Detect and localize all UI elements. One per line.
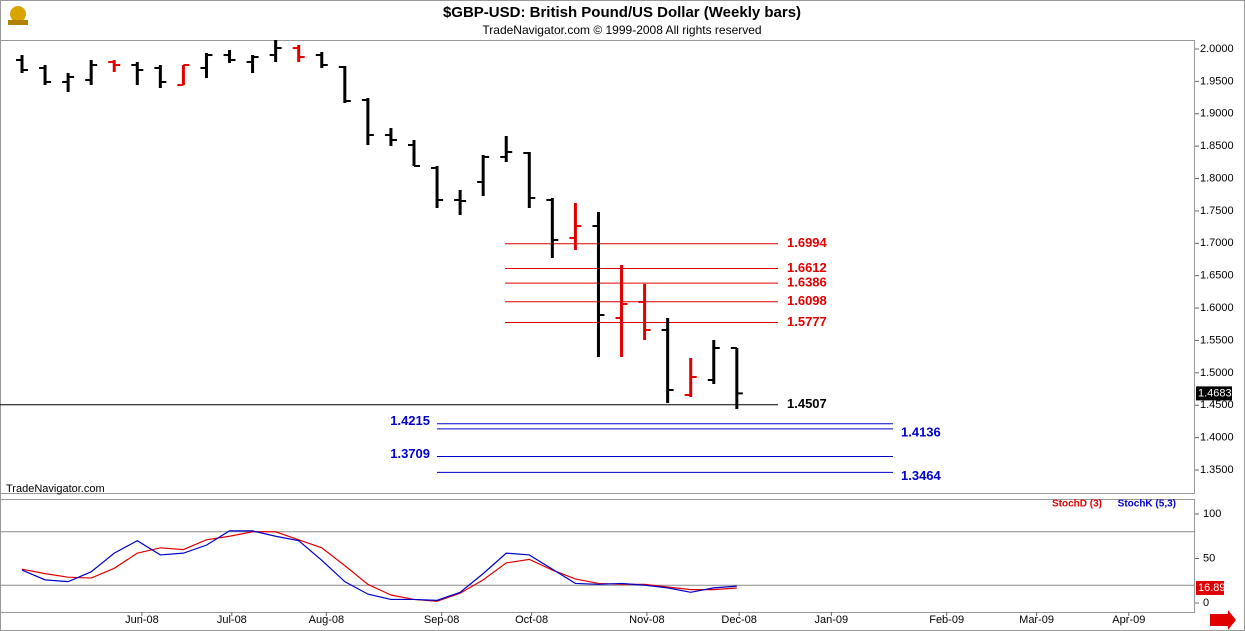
x-tick-label: Jan-09	[815, 614, 849, 626]
last-price-box	[1196, 386, 1232, 401]
y-tick-label: 1.5000	[1200, 367, 1234, 379]
stoch-line	[21, 530, 737, 601]
y-tick-label: 100	[1203, 508, 1221, 520]
logo-icon	[8, 6, 28, 25]
y-tick-label: 0	[1203, 597, 1209, 609]
x-tick-label: Jul-08	[217, 614, 247, 626]
legend-entry: StochK (5,3)	[1118, 499, 1176, 510]
y-tick-label: 1.3500	[1200, 464, 1234, 476]
x-tick-label: Oct-08	[515, 614, 548, 626]
x-tick-label: Apr-09	[1112, 614, 1145, 626]
x-tick-label: Aug-08	[309, 614, 344, 626]
y-tick-label: 50	[1203, 552, 1215, 564]
watermark: TradeNavigator.com	[6, 483, 105, 495]
target-level-label: 1.3709	[390, 446, 430, 461]
target-level-label: 1.4215	[390, 413, 430, 428]
y-tick-label: 1.6000	[1200, 302, 1234, 314]
x-tick-label: Dec-08	[721, 614, 756, 626]
target-level-label: 1.4136	[901, 424, 941, 439]
fib-level-label: 1.5777	[787, 314, 827, 329]
fib-level-label: 1.6098	[787, 293, 827, 308]
close-level-label: 1.4507	[787, 396, 827, 411]
last-price-label: 1.4683	[1198, 387, 1232, 399]
x-tick-label: Mar-09	[1019, 614, 1054, 626]
legend-entry: StochD (3)	[1052, 499, 1102, 510]
y-tick-label: 1.5500	[1200, 334, 1234, 346]
fib-level-label: 1.6994	[787, 235, 828, 250]
stoch-panel	[0, 499, 1195, 613]
fib-level-label: 1.6612	[787, 260, 827, 275]
y-tick-label: 1.9500	[1200, 75, 1234, 87]
last-value-label: 16.89	[1198, 582, 1226, 594]
chart-subtitle: TradeNavigator.com © 1999-2008 All right…	[482, 23, 761, 37]
target-level-label: 1.3464	[901, 468, 942, 483]
scroll-arrow[interactable]	[1210, 610, 1236, 630]
fib-level-label: 1.6386	[787, 275, 827, 290]
y-tick-label: 1.7500	[1200, 205, 1234, 217]
y-tick-label: 1.8500	[1200, 140, 1234, 152]
y-tick-label: 2.0000	[1200, 43, 1234, 55]
x-tick-label: Jun-08	[125, 614, 159, 626]
last-value-box	[1196, 580, 1224, 595]
y-tick-label: 1.4000	[1200, 432, 1234, 444]
y-tick-label: 1.9000	[1200, 108, 1234, 120]
chart-title: $GBP-USD: British Pound/US Dollar (Weekl…	[443, 4, 801, 21]
x-tick-label: Sep-08	[424, 614, 459, 626]
y-tick-label: 1.8000	[1200, 172, 1234, 184]
price-panel	[0, 40, 1195, 494]
y-tick-label: 1.4500	[1200, 399, 1234, 411]
x-tick-label: Feb-09	[929, 614, 964, 626]
y-tick-label: 1.6500	[1200, 270, 1234, 282]
x-tick-label: Nov-08	[629, 614, 664, 626]
y-tick-label: 1.7000	[1200, 237, 1234, 249]
